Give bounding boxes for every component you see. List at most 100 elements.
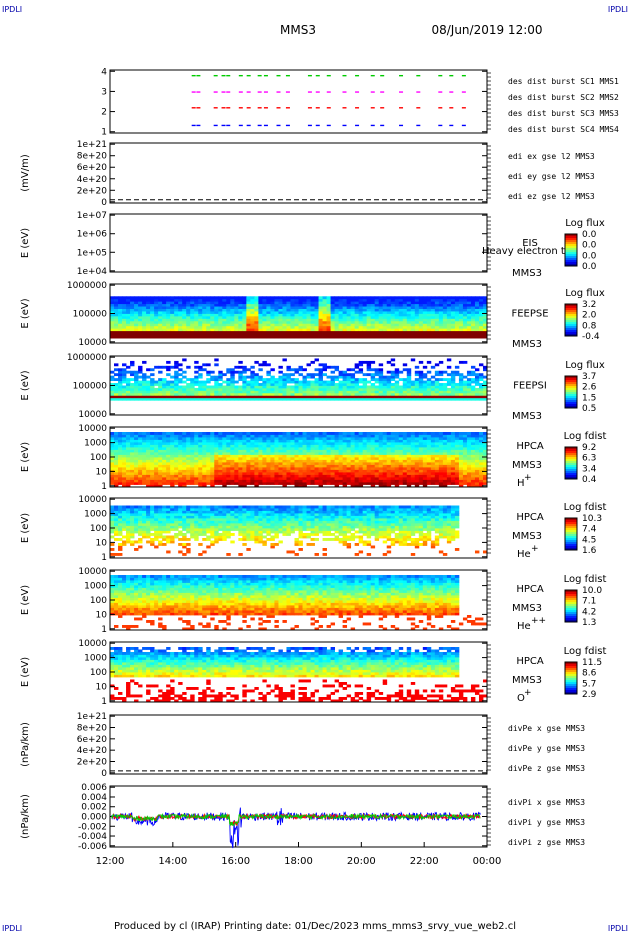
spectrogram-cell (458, 462, 464, 465)
spectrogram-cell (410, 315, 416, 319)
spectrogram-cell (182, 387, 187, 391)
spectrogram-cell (114, 385, 119, 389)
spectrogram-cell (474, 484, 480, 488)
spectrogram-cell (322, 439, 327, 443)
spectrogram-cell (222, 464, 227, 468)
spectrogram-cell (434, 311, 440, 314)
spectrogram-cell (326, 335, 331, 339)
spectrogram-cell (150, 432, 155, 435)
spectrogram-cell (130, 442, 135, 445)
spectrogram-cell (210, 306, 215, 309)
spectrogram-cell (274, 330, 279, 334)
spectrogram-cell (202, 469, 207, 473)
spectrogram-cell (190, 395, 195, 399)
spectrogram-cell (250, 328, 255, 332)
spectrogram-cell (306, 308, 311, 312)
spectrogram-cell (170, 335, 175, 339)
spectrogram-cell (214, 298, 219, 302)
spectrogram-cell (314, 358, 319, 362)
spectrogram-cell (358, 368, 364, 372)
spectrogram-cell (406, 383, 412, 386)
spectrogram-cell (234, 333, 239, 337)
spectrogram-cell (482, 333, 488, 337)
spectrogram-cell (390, 467, 396, 470)
spectrogram-cell (446, 459, 452, 463)
spectrogram-cell (314, 378, 319, 381)
spectrogram-cell (218, 447, 223, 450)
spectrogram-cell (230, 325, 235, 329)
spectrogram-cell (174, 325, 179, 329)
spectrogram-cell (162, 306, 167, 309)
spectrogram-cell (390, 330, 396, 334)
spectrogram-cell (326, 457, 331, 460)
spectrogram-cell (474, 333, 480, 337)
spectrogram-cell (318, 308, 323, 312)
spectrogram-cell (446, 383, 452, 386)
spectrogram-cell (430, 318, 436, 322)
spectrogram-cell (110, 452, 115, 455)
spectrogram-cell (430, 323, 436, 327)
spectrogram-cell (418, 444, 424, 448)
spectrogram-cell (478, 449, 484, 453)
spectrogram-cell (426, 315, 432, 319)
spectrogram-cell (190, 315, 195, 319)
spectrogram-cell (390, 454, 396, 458)
spectrogram-cell (378, 469, 384, 473)
spectrogram-cell (274, 335, 279, 339)
spectrogram-cell (166, 459, 171, 463)
spectrogram-cell (122, 454, 127, 458)
spectrogram-cell (182, 328, 187, 332)
spectrogram-cell (426, 298, 432, 302)
spectrogram-cell (358, 303, 364, 307)
spectrogram-cell (210, 469, 215, 473)
spectrogram-cell (266, 442, 271, 445)
spectrogram-cell (282, 358, 287, 362)
spectrogram-cell (242, 457, 247, 460)
spectrogram-cell (206, 315, 211, 319)
spectrogram-cell (146, 333, 151, 337)
spectrogram-cell (474, 479, 480, 483)
spectrogram-cell (130, 462, 135, 465)
spectrogram-cell (290, 308, 295, 312)
spectrogram-cell (386, 325, 392, 329)
spectrogram-cell (278, 472, 283, 475)
spectrogram-cell (394, 482, 400, 485)
spectrogram-cell (130, 383, 135, 386)
spectrogram-cell (434, 383, 440, 386)
spectrogram-cell (118, 385, 123, 389)
spectrogram-cell (462, 330, 468, 334)
spectrogram-cell (150, 313, 155, 317)
spectrogram-cell (262, 390, 267, 394)
spectrogram-cell (370, 368, 376, 372)
spectrogram-cell (142, 328, 147, 332)
spectrogram-cell (122, 298, 127, 302)
spectrogram-cell (342, 449, 348, 453)
spectrogram-cell (274, 434, 279, 438)
spectrogram-cell (114, 447, 119, 450)
spectrogram-cell (198, 373, 203, 377)
spectrogram-cell (194, 333, 199, 337)
spectrogram-cell (450, 318, 456, 322)
spectrogram-cell (282, 318, 287, 322)
spectrogram-cell (302, 328, 307, 332)
spacecraft-label: MMS3 (512, 268, 542, 279)
spectrogram-cell (174, 328, 179, 332)
spectrogram-cell (122, 459, 127, 463)
spectrogram-cell (418, 439, 424, 443)
spectrogram-cell (378, 363, 384, 367)
spectrogram-cell (434, 335, 440, 339)
spectrogram-cell (178, 462, 183, 465)
instrument-label: EIS (522, 238, 538, 249)
spectrogram-cell (286, 368, 291, 372)
spectrogram-cell (330, 378, 335, 381)
spectrogram-cell (430, 454, 436, 458)
spectrogram-cell (434, 454, 440, 458)
spectrogram-cell (138, 395, 143, 399)
spectrogram-cell (358, 477, 364, 480)
spectrogram-cell (342, 484, 348, 488)
spectrogram-cell (266, 325, 271, 329)
spectrogram-cell (194, 449, 199, 453)
spectrogram-cell (158, 437, 163, 440)
spectrogram-cell (330, 434, 335, 438)
spectrogram-cell (294, 378, 299, 381)
